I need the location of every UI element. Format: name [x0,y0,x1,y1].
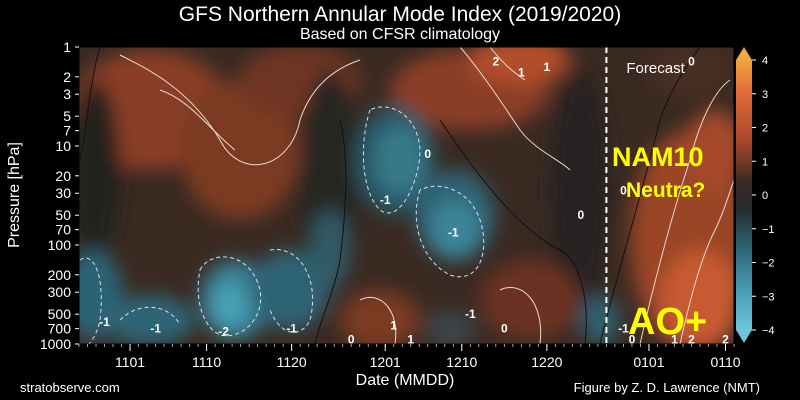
x-tick-label: 1210 [446,354,477,370]
colorbar-tick-label: 4 [762,55,768,67]
x-tick-label: 0101 [633,354,664,370]
contour-value-label: 1 [518,65,525,79]
positive-contour [159,89,236,151]
colorbar-tick-label: −1 [762,224,775,236]
y-tick-label: 300 [48,284,72,300]
contour-value-label: 1 [671,332,678,346]
y-tick-label: 10 [55,138,71,154]
contour-value-label: 0 [629,332,636,346]
colorbar-ticks: 4 3 2 1 0 −1 −2 −3 −4 [752,55,775,337]
heatmap-field [79,47,734,344]
y-tick-label: 1000 [40,336,71,352]
positive-contour [499,287,542,344]
contour-value-label: -1 [618,322,629,336]
zero-contour [314,119,347,344]
contour-value-label: -1 [99,315,110,329]
plot-frame [78,46,735,345]
positive-contour [639,79,731,344]
contour-value-label: 1 [407,332,414,346]
author-credit: Figure by Z. D. Lawrence (NMT) [573,380,760,395]
positive-contour [459,47,571,171]
chart-subtitle: Based on CFSR climatology [299,26,501,43]
neutral-annotation: Neutra? [626,179,705,202]
positive-contour [489,47,526,81]
contour-value-label: 1 [390,318,397,332]
y-tick-label: 7 [63,123,71,139]
x-tick-label: 1120 [277,354,307,370]
contour-value-label: 0 [424,147,431,161]
colorbar-tick-label: 1 [762,156,768,168]
positive-contour [679,179,734,344]
forecast-label: Forecast [626,60,685,77]
y-tick-label: 1 [63,39,71,55]
negative-contour [197,256,262,337]
colorbar-top-arrow [736,47,752,60]
contour-lines [79,47,734,344]
positive-contour [359,296,397,344]
x-tick-label: 1110 [192,354,221,370]
x-axis-label: Date (MMDD) [355,372,455,389]
x-tick-label: 1201 [370,354,401,370]
contour-value-label: 2 [688,332,695,346]
ao-annotation: AO+ [628,301,707,343]
contour-value-label: -2 [218,325,229,339]
y-tick-label: 3 [63,86,71,102]
colorbar-tick-label: 3 [762,89,768,101]
site-credit: stratobserve.com [20,380,120,395]
contour-value-label: -1 [286,322,297,336]
y-tick-label: 200 [48,267,72,283]
colorbar-bottom-arrow [736,330,752,343]
negative-contour [415,185,485,278]
contour-value-label: 0 [688,54,695,68]
y-tick-label: 70 [55,222,71,238]
positive-contour [119,54,361,166]
contour-value-label: 1 [544,60,551,74]
colorbar-scale [736,60,752,330]
zero-contour [439,119,587,344]
y-tick-label: 700 [48,321,72,337]
x-tick-label: 0110 [710,354,740,370]
y-tick-label: 2 [63,69,71,85]
colorbar-tick-label: −4 [762,325,775,337]
contour-value-label: -1 [448,226,459,240]
contour-value-label: 0 [620,183,627,197]
contour-value-label: -1 [465,307,476,321]
chart-title: GFS Northern Annular Mode Index (2019/20… [178,3,622,26]
contour-value-label: 2 [492,54,499,68]
colorbar-tick-label: −3 [762,291,775,303]
colorbar-tick-label: 2 [762,123,768,135]
zero-contour [79,47,101,161]
y-tick-label: 50 [55,207,71,223]
contour-value-label: 0 [501,322,508,336]
negative-contour [363,106,421,214]
negative-contour [269,249,314,333]
y-tick-label: 100 [48,237,72,253]
negative-contour [79,257,102,344]
colorbar-tick-label: −2 [762,258,775,270]
zero-contour [599,47,701,344]
y-tick-label: 20 [55,168,71,184]
x-tick-label: 1101 [115,354,145,370]
negative-contour [119,306,181,326]
colorbar: 4 3 2 1 0 −1 −2 −3 −4 [736,47,775,343]
y-tick-label: 500 [48,306,72,322]
x-axis: 1101 1110 1120 1201 1210 1220 0101 0110 [78,344,741,370]
contour-value-label: 0 [348,332,355,346]
y-tick-label: 30 [55,185,71,201]
x-tick-label: 1220 [531,354,562,370]
contour-value-label: 0 [578,208,585,222]
contour-value-label: 2 [722,332,729,346]
contour-value-label: -1 [380,193,391,207]
colorbar-tick-label: 0 [762,190,768,202]
contour-value-label: -1 [150,322,161,336]
y-tick-label: 5 [63,108,71,124]
nam10-annotation: NAM10 [612,142,704,172]
